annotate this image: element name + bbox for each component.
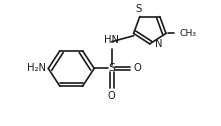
- Text: S: S: [135, 4, 141, 14]
- Text: S: S: [108, 64, 115, 73]
- Text: HN: HN: [104, 35, 119, 45]
- Text: O: O: [133, 64, 141, 73]
- Text: O: O: [108, 91, 115, 101]
- Text: H₂N: H₂N: [27, 64, 46, 73]
- Text: CH₃: CH₃: [179, 29, 196, 38]
- Text: N: N: [155, 39, 163, 49]
